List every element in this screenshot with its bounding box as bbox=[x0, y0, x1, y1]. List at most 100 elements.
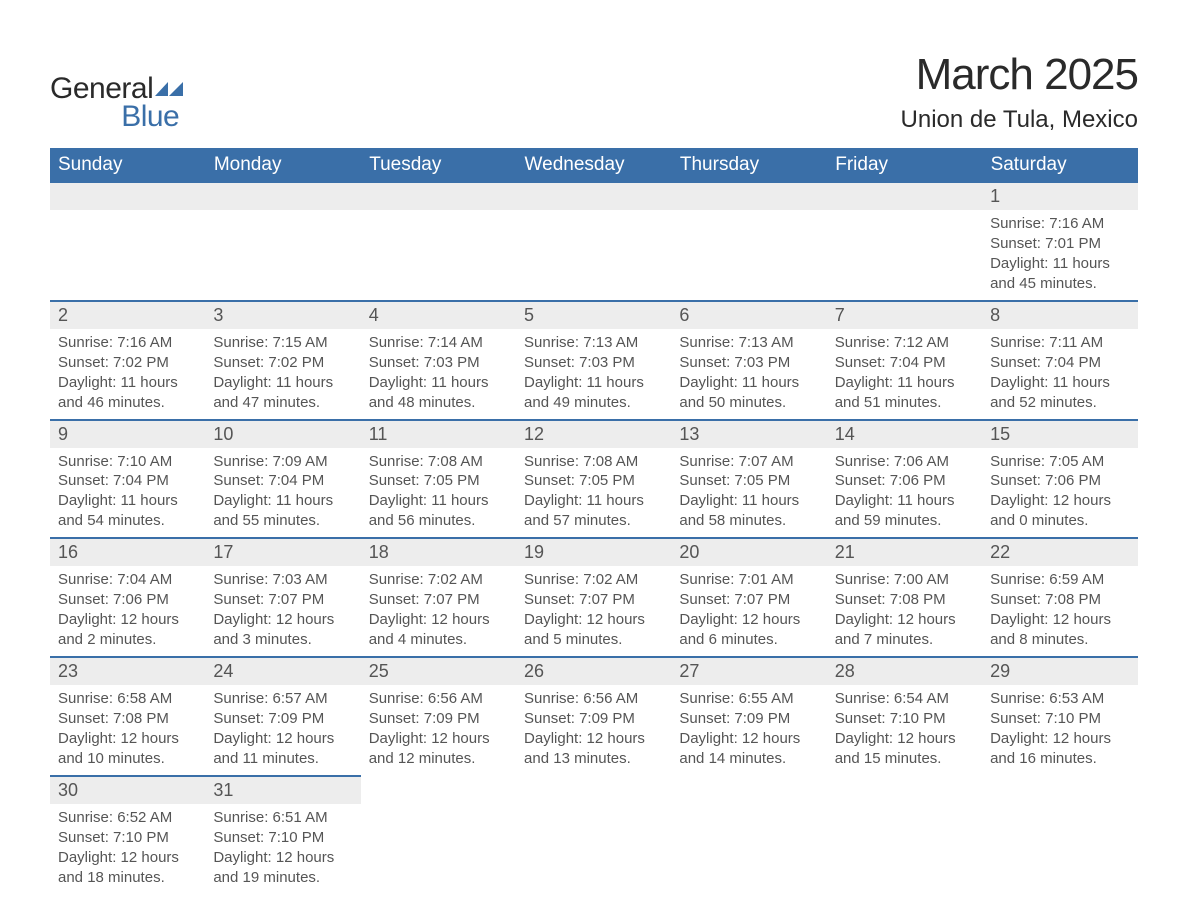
sunset-text: Sunset: 7:04 PM bbox=[990, 353, 1129, 373]
day-number-cell: 4 bbox=[361, 301, 516, 329]
sunrise-text: Sunrise: 6:59 AM bbox=[990, 570, 1129, 590]
daylight-text: Daylight: 11 hours and 45 minutes. bbox=[990, 254, 1129, 294]
sunrise-text: Sunrise: 7:10 AM bbox=[58, 452, 197, 472]
day-number-cell: 18 bbox=[361, 538, 516, 566]
daylight-text: Daylight: 11 hours and 54 minutes. bbox=[58, 491, 197, 531]
daylight-text: Daylight: 12 hours and 18 minutes. bbox=[58, 848, 197, 888]
day-number-cell: 15 bbox=[982, 420, 1137, 448]
day-number-cell: 21 bbox=[827, 538, 982, 566]
weekday-header: Wednesday bbox=[516, 148, 671, 183]
day-details-cell: Sunrise: 7:12 AMSunset: 7:04 PMDaylight:… bbox=[827, 329, 982, 420]
daylight-text: Daylight: 11 hours and 50 minutes. bbox=[679, 373, 818, 413]
sunrise-text: Sunrise: 7:02 AM bbox=[369, 570, 508, 590]
day-number-cell bbox=[50, 183, 205, 210]
day-details-cell bbox=[205, 210, 360, 301]
sunset-text: Sunset: 7:08 PM bbox=[835, 590, 974, 610]
day-number-cell bbox=[671, 776, 826, 804]
day-number-cell bbox=[205, 183, 360, 210]
daynum-row: 9101112131415 bbox=[50, 420, 1138, 448]
sunrise-text: Sunrise: 7:06 AM bbox=[835, 452, 974, 472]
details-row: Sunrise: 7:16 AMSunset: 7:01 PMDaylight:… bbox=[50, 210, 1138, 301]
day-details-cell: Sunrise: 7:08 AMSunset: 7:05 PMDaylight:… bbox=[516, 448, 671, 539]
day-details-cell bbox=[827, 804, 982, 894]
sunrise-text: Sunrise: 7:12 AM bbox=[835, 333, 974, 353]
day-number-cell bbox=[516, 776, 671, 804]
sunrise-text: Sunrise: 7:16 AM bbox=[990, 214, 1129, 234]
day-number-cell: 13 bbox=[671, 420, 826, 448]
daylight-text: Daylight: 12 hours and 13 minutes. bbox=[524, 729, 663, 769]
sunset-text: Sunset: 7:06 PM bbox=[835, 471, 974, 491]
day-details-cell: Sunrise: 7:09 AMSunset: 7:04 PMDaylight:… bbox=[205, 448, 360, 539]
location-subtitle: Union de Tula, Mexico bbox=[901, 106, 1138, 134]
day-details-cell bbox=[361, 210, 516, 301]
logo-word2: Blue bbox=[50, 100, 185, 134]
weekday-header: Thursday bbox=[671, 148, 826, 183]
day-details-cell: Sunrise: 6:59 AMSunset: 7:08 PMDaylight:… bbox=[982, 566, 1137, 657]
daylight-text: Daylight: 11 hours and 46 minutes. bbox=[58, 373, 197, 413]
daynum-row: 2345678 bbox=[50, 301, 1138, 329]
day-details-cell bbox=[827, 210, 982, 301]
day-details-cell bbox=[516, 804, 671, 894]
weekday-header: Tuesday bbox=[361, 148, 516, 183]
day-number-cell: 2 bbox=[50, 301, 205, 329]
sunset-text: Sunset: 7:07 PM bbox=[213, 590, 352, 610]
day-number-cell: 30 bbox=[50, 776, 205, 804]
day-details-cell: Sunrise: 7:00 AMSunset: 7:08 PMDaylight:… bbox=[827, 566, 982, 657]
sunset-text: Sunset: 7:07 PM bbox=[369, 590, 508, 610]
sunrise-text: Sunrise: 7:13 AM bbox=[524, 333, 663, 353]
daylight-text: Daylight: 12 hours and 6 minutes. bbox=[679, 610, 818, 650]
logo: General Blue bbox=[50, 50, 185, 134]
daylight-text: Daylight: 11 hours and 47 minutes. bbox=[213, 373, 352, 413]
weekday-header: Friday bbox=[827, 148, 982, 183]
day-number-cell: 24 bbox=[205, 657, 360, 685]
daynum-row: 16171819202122 bbox=[50, 538, 1138, 566]
weekday-header: Saturday bbox=[982, 148, 1137, 183]
sunset-text: Sunset: 7:06 PM bbox=[990, 471, 1129, 491]
day-number-cell: 16 bbox=[50, 538, 205, 566]
day-details-cell: Sunrise: 7:11 AMSunset: 7:04 PMDaylight:… bbox=[982, 329, 1137, 420]
day-details-cell: Sunrise: 7:01 AMSunset: 7:07 PMDaylight:… bbox=[671, 566, 826, 657]
day-number-cell: 3 bbox=[205, 301, 360, 329]
daylight-text: Daylight: 11 hours and 56 minutes. bbox=[369, 491, 508, 531]
daylight-text: Daylight: 12 hours and 7 minutes. bbox=[835, 610, 974, 650]
sunrise-text: Sunrise: 7:01 AM bbox=[679, 570, 818, 590]
sunrise-text: Sunrise: 7:02 AM bbox=[524, 570, 663, 590]
day-number-cell: 31 bbox=[205, 776, 360, 804]
day-number-cell bbox=[516, 183, 671, 210]
day-number-cell bbox=[982, 776, 1137, 804]
daylight-text: Daylight: 11 hours and 52 minutes. bbox=[990, 373, 1129, 413]
day-details-cell: Sunrise: 7:13 AMSunset: 7:03 PMDaylight:… bbox=[671, 329, 826, 420]
logo-text: General Blue bbox=[50, 72, 185, 134]
day-number-cell: 1 bbox=[982, 183, 1137, 210]
daylight-text: Daylight: 11 hours and 55 minutes. bbox=[213, 491, 352, 531]
daylight-text: Daylight: 12 hours and 5 minutes. bbox=[524, 610, 663, 650]
sunset-text: Sunset: 7:03 PM bbox=[524, 353, 663, 373]
sunset-text: Sunset: 7:10 PM bbox=[213, 828, 352, 848]
sunset-text: Sunset: 7:04 PM bbox=[213, 471, 352, 491]
calendar-table: SundayMondayTuesdayWednesdayThursdayFrid… bbox=[50, 148, 1138, 894]
sunrise-text: Sunrise: 7:05 AM bbox=[990, 452, 1129, 472]
sunset-text: Sunset: 7:09 PM bbox=[679, 709, 818, 729]
sunrise-text: Sunrise: 7:08 AM bbox=[369, 452, 508, 472]
details-row: Sunrise: 7:10 AMSunset: 7:04 PMDaylight:… bbox=[50, 448, 1138, 539]
sunrise-text: Sunrise: 7:09 AM bbox=[213, 452, 352, 472]
day-details-cell: Sunrise: 7:05 AMSunset: 7:06 PMDaylight:… bbox=[982, 448, 1137, 539]
sunset-text: Sunset: 7:01 PM bbox=[990, 234, 1129, 254]
day-number-cell: 5 bbox=[516, 301, 671, 329]
sunrise-text: Sunrise: 7:11 AM bbox=[990, 333, 1129, 353]
daylight-text: Daylight: 12 hours and 14 minutes. bbox=[679, 729, 818, 769]
sunrise-text: Sunrise: 7:14 AM bbox=[369, 333, 508, 353]
day-details-cell: Sunrise: 7:06 AMSunset: 7:06 PMDaylight:… bbox=[827, 448, 982, 539]
details-row: Sunrise: 6:58 AMSunset: 7:08 PMDaylight:… bbox=[50, 685, 1138, 776]
daylight-text: Daylight: 11 hours and 49 minutes. bbox=[524, 373, 663, 413]
daylight-text: Daylight: 12 hours and 8 minutes. bbox=[990, 610, 1129, 650]
day-details-cell bbox=[50, 210, 205, 301]
day-number-cell: 14 bbox=[827, 420, 982, 448]
day-number-cell: 28 bbox=[827, 657, 982, 685]
sunrise-text: Sunrise: 7:07 AM bbox=[679, 452, 818, 472]
day-number-cell bbox=[827, 183, 982, 210]
day-number-cell bbox=[671, 183, 826, 210]
day-number-cell: 25 bbox=[361, 657, 516, 685]
sunrise-text: Sunrise: 6:52 AM bbox=[58, 808, 197, 828]
sunset-text: Sunset: 7:02 PM bbox=[213, 353, 352, 373]
